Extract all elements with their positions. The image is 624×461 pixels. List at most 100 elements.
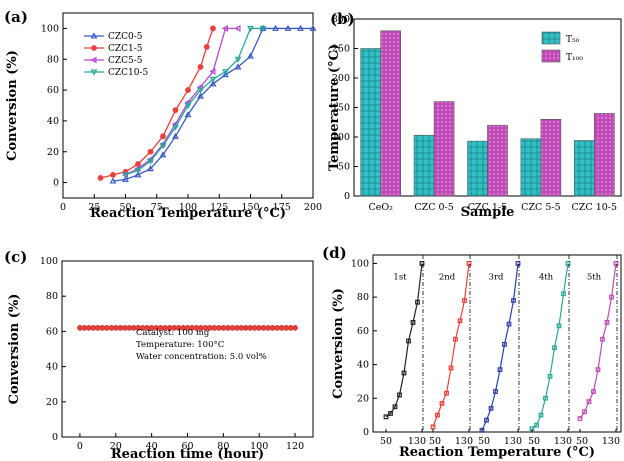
data-point: [184, 111, 192, 118]
x-tick-label: 50: [576, 436, 588, 447]
legend-marker: [91, 45, 97, 51]
data-point: [160, 133, 166, 140]
data-point: [134, 167, 142, 174]
panel-label-a: (a): [4, 8, 28, 26]
category-label: CZC 5-5: [521, 202, 560, 213]
run-label: 1st: [393, 272, 407, 282]
data-point: [538, 412, 544, 418]
data-point: [439, 400, 445, 406]
data-point: [547, 373, 553, 379]
x-tick-label: 150: [241, 202, 259, 213]
legend-marker: [90, 32, 98, 39]
category-label: CZC 1-5: [468, 202, 507, 213]
y-tick-label: 0: [344, 191, 350, 202]
x-tick-label: 80: [217, 441, 229, 452]
x-tick-label: 130: [554, 436, 572, 447]
legend-marker: [90, 56, 97, 64]
data-point: [234, 24, 241, 32]
x-tick-label: 0: [60, 202, 66, 213]
data-point: [410, 320, 416, 325]
data-point: [397, 392, 402, 398]
y-tick-label: 80: [47, 54, 59, 65]
data-point: [234, 63, 242, 70]
panel-a-conversion-chart: 0 25 50 75 100 125 150 175 200020406080100Reacti…: [5, 12, 322, 221]
panel-b-temperature-bar-chart: 0 50 100 150 200 250 300 CeO₂ CZC 0-5 CZC 1-5 CZC …: [327, 14, 622, 220]
data-point: [383, 414, 389, 420]
data-point: [506, 321, 512, 327]
legend-label: CZC0-5: [108, 32, 143, 42]
data-point: [595, 367, 601, 373]
y-tick-label: 40: [46, 362, 58, 373]
x-axis-label: Sample: [461, 205, 515, 220]
y-axis-label: Conversion (%): [331, 288, 346, 399]
data-point: [247, 52, 254, 59]
data-point: [292, 325, 298, 331]
y-tick-label: 0: [53, 178, 59, 189]
x-axis-label: Reaction Temperature (°C): [399, 445, 595, 460]
data-point: [247, 25, 254, 33]
data-point: [172, 124, 179, 131]
legend-swatch: [541, 31, 561, 45]
data-point: [453, 336, 458, 342]
data-point: [534, 422, 539, 428]
data-point: [577, 416, 583, 421]
data-point: [502, 341, 507, 347]
y-tick-label: 20: [46, 397, 58, 408]
x-tick-label: 25: [88, 202, 100, 213]
run-label: 4th: [539, 272, 554, 282]
x-tick-label: 100: [250, 441, 268, 452]
annotation-text: Temperature: 100°C: [136, 340, 224, 350]
plot-frame: [372, 254, 622, 433]
data-point: [159, 151, 167, 158]
run-label: 5th: [587, 272, 602, 282]
panel-label-d: (d): [322, 244, 347, 262]
y-tick-label: 100: [41, 23, 59, 34]
data-point: [197, 64, 204, 70]
data-point: [406, 338, 411, 344]
y-tick-label: 80: [46, 291, 58, 302]
data-point: [172, 132, 179, 139]
y-tick-label: 0: [52, 432, 58, 443]
data-point: [147, 148, 154, 155]
bar-t50: [413, 134, 435, 197]
bar-t50: [360, 48, 382, 197]
y-tick-label: 20: [47, 147, 59, 158]
y-tick-label: 50: [338, 162, 350, 173]
panel-c-stability-chart: 0 20 40 60 80 100 120 0 20 40 60 80 100 Catalyst: 100…: [7, 256, 314, 461]
series-line-czc0-5: [112, 27, 313, 182]
y-tick-label: 60: [47, 85, 59, 96]
y-tick-label: 100: [332, 132, 350, 143]
y-axis-label: Conversion (%): [5, 50, 20, 161]
legend-swatch: [541, 49, 561, 63]
y-tick-label: 200: [332, 73, 350, 84]
data-point: [135, 161, 141, 167]
x-tick-label: 40: [146, 441, 158, 452]
y-tick-label: 60: [357, 326, 369, 337]
category-label: CZC 10-5: [572, 202, 618, 213]
bar-t100: [433, 101, 455, 197]
category-label: CeO₂: [368, 202, 393, 213]
data-point: [172, 107, 179, 114]
x-tick-label: 50: [380, 436, 392, 447]
data-point: [529, 426, 535, 432]
data-point: [497, 367, 503, 373]
y-axis-label: Conversion (%): [7, 294, 22, 405]
panel-label-b: (b): [330, 10, 355, 28]
data-point: [493, 389, 498, 394]
data-point: [97, 175, 104, 181]
y-tick-label: 40: [47, 116, 59, 127]
x-tick-label: 75: [151, 202, 163, 213]
data-point: [272, 24, 279, 31]
data-point: [109, 177, 117, 184]
run-line-3: [481, 263, 519, 431]
series-line-czc10-5: [125, 27, 263, 176]
data-point: [552, 345, 557, 351]
bar-t100: [380, 30, 402, 197]
data-point: [511, 298, 516, 303]
x-tick-label: 200: [304, 202, 322, 213]
data-point: [556, 323, 562, 329]
data-point: [209, 80, 217, 87]
data-point: [209, 68, 216, 76]
data-point: [147, 158, 154, 165]
